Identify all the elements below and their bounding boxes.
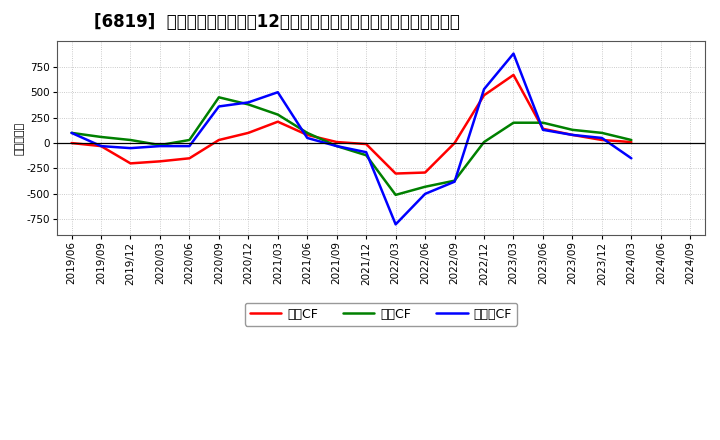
フリーCF xyxy=(333,143,341,149)
フリーCF xyxy=(539,127,547,132)
営業CF xyxy=(96,143,105,149)
営業CF xyxy=(539,126,547,132)
Line: 投資CF: 投資CF xyxy=(71,97,631,195)
フリーCF xyxy=(185,143,194,149)
フリーCF xyxy=(598,136,606,141)
営業CF xyxy=(274,119,282,125)
営業CF xyxy=(215,137,223,143)
投資CF xyxy=(450,178,459,183)
営業CF xyxy=(362,141,371,147)
投資CF xyxy=(185,137,194,143)
営業CF xyxy=(303,132,312,138)
投資CF xyxy=(67,130,76,136)
Line: フリーCF: フリーCF xyxy=(71,54,631,224)
投資CF xyxy=(333,143,341,149)
投資CF xyxy=(598,130,606,136)
投資CF xyxy=(420,184,429,189)
Y-axis label: （百万円）: （百万円） xyxy=(15,121,25,154)
営業CF xyxy=(156,159,164,164)
営業CF xyxy=(126,161,135,166)
フリーCF xyxy=(244,100,253,105)
投資CF xyxy=(627,137,636,143)
営業CF xyxy=(244,130,253,136)
投資CF xyxy=(392,192,400,198)
フリーCF xyxy=(509,51,518,56)
フリーCF xyxy=(450,179,459,184)
フリーCF xyxy=(215,104,223,109)
営業CF xyxy=(480,93,488,98)
フリーCF xyxy=(274,90,282,95)
投資CF xyxy=(244,102,253,107)
営業CF xyxy=(333,139,341,145)
フリーCF xyxy=(420,191,429,197)
営業CF xyxy=(450,140,459,146)
営業CF xyxy=(627,139,636,145)
Text: [6819]  キャッシュフローの12か月移動合計の対前年同期増減額の推移: [6819] キャッシュフローの12か月移動合計の対前年同期増減額の推移 xyxy=(94,13,459,31)
営業CF xyxy=(67,140,76,146)
投資CF xyxy=(362,153,371,158)
フリーCF xyxy=(67,130,76,136)
投資CF xyxy=(509,120,518,125)
フリーCF xyxy=(392,222,400,227)
フリーCF xyxy=(480,87,488,92)
Legend: 営業CF, 投資CF, フリーCF: 営業CF, 投資CF, フリーCF xyxy=(245,303,517,326)
投資CF xyxy=(539,120,547,125)
フリーCF xyxy=(568,132,577,138)
フリーCF xyxy=(156,143,164,149)
営業CF xyxy=(598,137,606,143)
営業CF xyxy=(420,170,429,175)
Line: 営業CF: 営業CF xyxy=(71,75,631,173)
投資CF xyxy=(274,112,282,117)
営業CF xyxy=(509,72,518,77)
フリーCF xyxy=(126,146,135,151)
営業CF xyxy=(185,156,194,161)
投資CF xyxy=(126,137,135,143)
投資CF xyxy=(96,134,105,139)
営業CF xyxy=(568,132,577,138)
フリーCF xyxy=(627,156,636,161)
投資CF xyxy=(568,127,577,132)
投資CF xyxy=(156,143,164,148)
投資CF xyxy=(480,139,488,145)
フリーCF xyxy=(362,150,371,155)
投資CF xyxy=(303,130,312,136)
フリーCF xyxy=(96,143,105,149)
投資CF xyxy=(215,95,223,100)
フリーCF xyxy=(303,136,312,141)
営業CF xyxy=(392,171,400,176)
